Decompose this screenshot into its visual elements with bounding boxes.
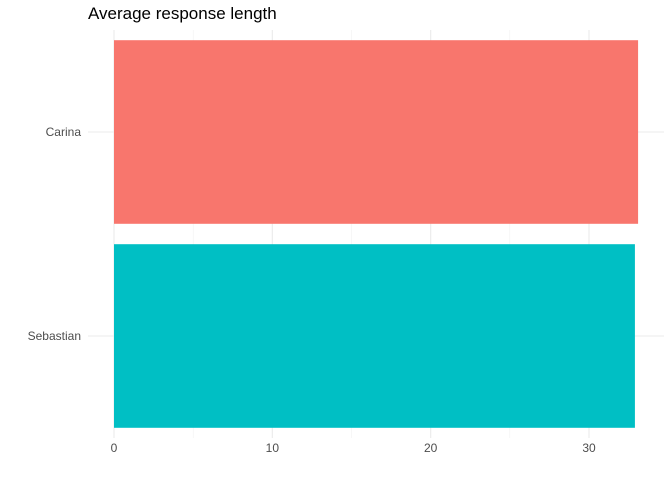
x-tick-label: 30 [582, 441, 596, 455]
x-tick-label: 0 [111, 441, 118, 455]
x-tick-label: 20 [424, 441, 438, 455]
x-axis-labels: 0 10 20 30 [111, 441, 596, 455]
bar-sebastian [114, 244, 635, 428]
x-tick-label: 10 [266, 441, 280, 455]
y-axis-labels: Carina Sebastian [28, 125, 82, 343]
bar-carina [114, 40, 639, 224]
bars [114, 40, 639, 428]
y-tick-label: Sebastian [28, 329, 81, 343]
chart-title: Average response length [88, 4, 277, 23]
y-tick-label: Carina [46, 125, 82, 139]
